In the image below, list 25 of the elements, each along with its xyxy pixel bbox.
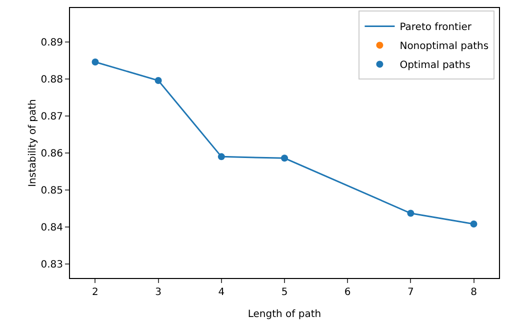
x-axis-title: Length of path (248, 309, 322, 320)
y-tick-label: 0.87 (40, 112, 63, 122)
y-tick-label: 0.83 (40, 259, 63, 270)
x-tick-label: 3 (155, 287, 162, 298)
x-tick-label: 6 (344, 287, 351, 298)
legend-label: Optimal paths (400, 60, 470, 72)
legend-label: Pareto frontier (400, 22, 472, 34)
x-tick-label: 7 (407, 287, 414, 298)
y-tick-label: 0.89 (40, 38, 63, 49)
y-axis-title: Instability of path (28, 99, 39, 187)
point (92, 58, 99, 66)
point (470, 220, 478, 228)
x-tick-label: 4 (218, 287, 225, 298)
y-tick-label: 0.86 (40, 148, 63, 160)
y-tick-label: 0.84 (40, 222, 63, 234)
legend-label: Nonoptimal paths (400, 41, 489, 52)
x-tick-label: 2 (92, 287, 98, 298)
point (154, 76, 162, 84)
point (281, 154, 288, 162)
y-tick-label: 0.88 (40, 74, 63, 86)
point (218, 153, 225, 160)
x-tick-label: 5 (281, 287, 288, 298)
point (407, 210, 414, 217)
x-tick-label: 8 (470, 287, 477, 298)
y-tick-label: 0.85 (40, 185, 63, 196)
